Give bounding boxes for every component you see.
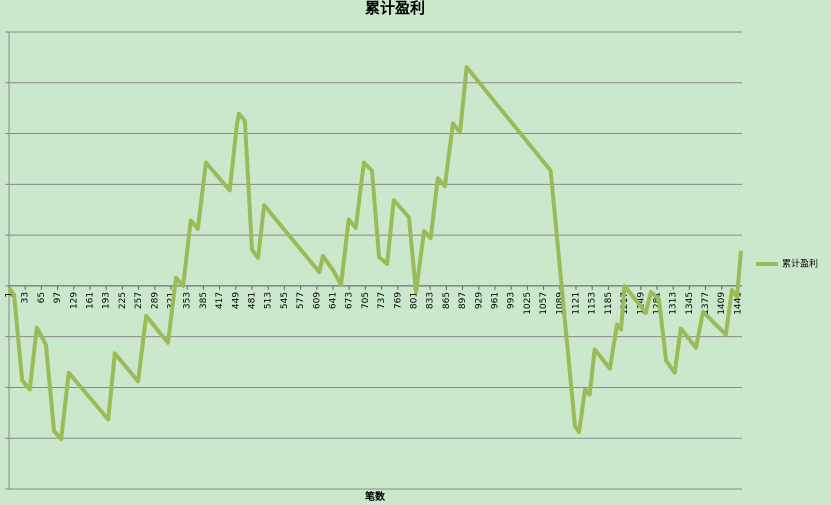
x-tick-label: 257 (134, 292, 144, 309)
x-tick-label: 1249 (636, 292, 646, 315)
x-tick-label: 737 (377, 292, 387, 309)
x-tick-label: 161 (85, 292, 95, 309)
x-tick-label: 865 (442, 292, 452, 309)
x-tick-label: 1409 (717, 292, 727, 315)
x-tick-label: 449 (231, 292, 241, 309)
x-tick-label: 1313 (669, 292, 679, 315)
x-tick-label: 705 (361, 292, 371, 309)
x-tick-label: 897 (458, 292, 468, 309)
x-tick-label: 1 (5, 292, 15, 298)
chart-title: 累计盈利 (365, 0, 425, 17)
x-tick-label: 577 (296, 292, 306, 309)
x-tick-label: 97 (53, 292, 63, 303)
x-tick-label: 225 (118, 292, 128, 309)
x-tick-label: 1441 (733, 292, 743, 315)
x-tick-label: 289 (150, 292, 160, 309)
x-tick-label: 1121 (571, 292, 581, 315)
x-tick-label: 961 (490, 292, 500, 309)
x-tick-label: 929 (474, 292, 484, 309)
x-tick-label: 65 (37, 292, 47, 303)
x-tick-label: 1025 (523, 292, 533, 315)
x-tick-label: 1345 (685, 292, 695, 315)
x-axis-label: 笔数 (365, 490, 386, 503)
x-tick-label: 993 (507, 292, 517, 309)
x-tick-label: 33 (21, 292, 31, 303)
x-tick-label: 353 (183, 292, 193, 309)
x-tick-label: 513 (264, 292, 274, 309)
x-tick-label: 673 (345, 292, 355, 309)
x-tick-label: 545 (280, 292, 290, 309)
legend-label: 累计盈利 (782, 258, 818, 270)
x-tick-label: 129 (69, 292, 79, 309)
x-tick-label: 641 (328, 292, 338, 309)
x-tick-label: 1057 (539, 292, 549, 315)
x-tick-label: 1377 (701, 292, 711, 315)
x-tick-label: 193 (102, 292, 112, 309)
x-tick-label: 417 (215, 292, 225, 309)
x-tick-label: 833 (426, 292, 436, 309)
x-tick-label: 769 (393, 292, 403, 309)
x-tick-label: 385 (199, 292, 209, 309)
x-tick-label: 1089 (555, 292, 565, 315)
x-tick-label: 1185 (604, 292, 614, 315)
x-tick-label: 609 (312, 292, 322, 309)
x-tick-label: 801 (409, 292, 419, 309)
x-tick-label: 1153 (588, 292, 598, 315)
x-tick-label: 481 (247, 292, 257, 309)
data-line (7, 65, 743, 442)
